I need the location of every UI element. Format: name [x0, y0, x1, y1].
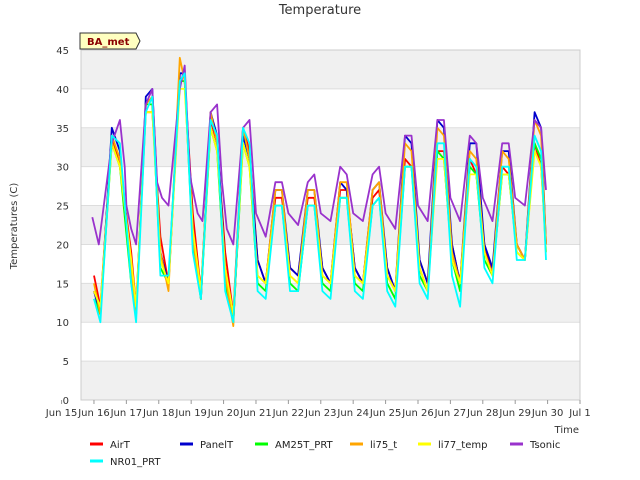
legend-label: NR01_PRT: [110, 457, 161, 468]
x-tick-label: Jun 29: [498, 408, 531, 419]
x-tick-label: Jun 20: [207, 408, 240, 419]
legend-label: AirT: [110, 440, 131, 451]
x-tick-label: Jun 17: [110, 408, 143, 419]
x-tick-labels: Jun 15 Jun 16 Jun 17 Jun 18 Jun 19 Jun 20 Jun …: [45, 400, 591, 419]
x-tick-label: Jun 30: [531, 408, 564, 419]
x-tick-label: Jun 23: [304, 408, 337, 419]
x-tick-label: Jun 19: [174, 408, 207, 419]
x-tick-label: Jun 22: [272, 408, 305, 419]
band: [81, 205, 580, 245]
legend-label: PanelT: [200, 440, 234, 451]
legend-label: AM25T_PRT: [275, 440, 334, 451]
x-tick-label: Jun 15: [45, 408, 78, 419]
y-tick-label: 30: [56, 163, 69, 174]
grid-lines: [81, 49, 580, 401]
legend-label: li75_t: [370, 440, 397, 451]
y-tick-label: 35: [56, 124, 69, 135]
y-tick-label: 25: [56, 202, 69, 213]
x-axis-label: Time: [554, 425, 579, 436]
y-axis-label: Temperatures (C): [9, 183, 20, 271]
x-tick-label: Jul 1: [568, 408, 591, 419]
x-tick-label: Jun 27: [434, 408, 467, 419]
plot-frame: [80, 49, 581, 401]
x-tick-label: Jun 26: [401, 408, 434, 419]
band: [81, 50, 580, 89]
series-lines: [91, 56, 547, 327]
x-tick-label: Jun 18: [142, 408, 175, 419]
x-tick-label: Jun 24: [336, 408, 369, 419]
x-tick-label: Jun 28: [466, 408, 499, 419]
band: [81, 361, 580, 400]
series-line-tsonic: [91, 64, 547, 246]
x-tick-label: Jun 21: [239, 408, 272, 419]
station-badge-label: BA_met: [87, 37, 130, 48]
y-tick-label: 45: [56, 46, 69, 57]
legend: AirT PanelT AM25T_PRT li75_t li77_temp Tsonic…: [90, 440, 560, 468]
x-tick-label: Jun 25: [369, 408, 402, 419]
y-tick-label: 20: [56, 240, 69, 251]
series-line-nr01-prt: [93, 72, 547, 324]
y-tick-label: 10: [56, 318, 69, 329]
y-tick-label: 5: [63, 357, 69, 368]
legend-label: Tsonic: [529, 440, 560, 451]
station-badge-box: [79, 32, 141, 50]
x-tick-label: Jun 16: [77, 408, 110, 419]
y-tick-label: 40: [56, 85, 69, 96]
legend-label: li77_temp: [438, 440, 487, 451]
chart-title: Temperature: [278, 3, 361, 18]
band: [81, 127, 580, 167]
station-badge: BA_met: [79, 32, 141, 50]
y-tick-label: 15: [56, 279, 69, 290]
y-tick-labels: 0 5 10 15 20 25 30 35 40 45: [56, 46, 69, 407]
plot-bands: [81, 50, 580, 400]
y-tick-label: 0: [63, 396, 69, 407]
